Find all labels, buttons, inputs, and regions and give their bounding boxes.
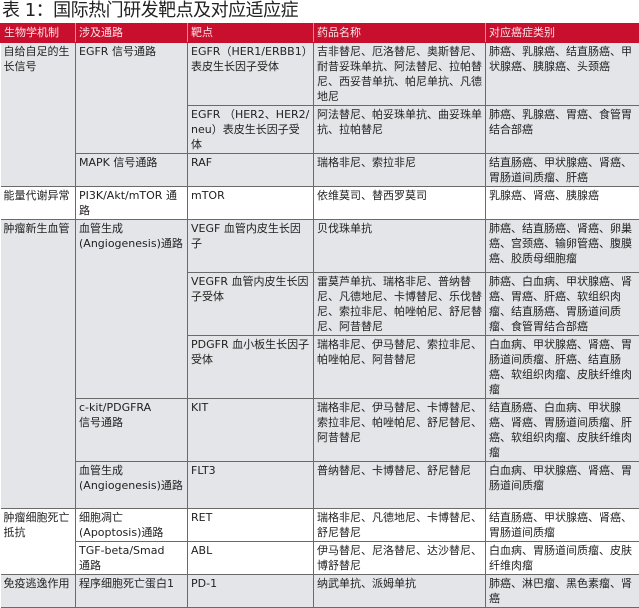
column-header-pathway: 涉及通路 bbox=[76, 24, 188, 43]
cell-drugs: 普纳替尼、卡博替尼、舒尼替尼 bbox=[314, 462, 486, 509]
cell-mechanism: 免疫逃逸作用 bbox=[1, 575, 76, 608]
cell-target: EGFR（HER1/ERBB1）表皮生长因子受体 bbox=[188, 43, 314, 106]
cell-cancers: 肺癌、淋巴瘤、黑色素瘤、肾癌 bbox=[486, 575, 639, 608]
cell-target: PD-1 bbox=[188, 575, 314, 608]
cell-target: FLT3 bbox=[188, 462, 314, 509]
cell-pathway: TGF-beta/Smad 通路 bbox=[76, 542, 188, 575]
column-header-mechanism: 生物学机制 bbox=[1, 24, 76, 43]
cell-drugs: 阿法替尼、帕妥珠单抗、曲妥珠单抗、拉帕替尼 bbox=[314, 106, 486, 154]
cell-target: ABL bbox=[188, 542, 314, 575]
cell-cancers: 结直肠癌、白血病、甲状腺癌、肾癌、胃肠道间质瘤、肝癌、软组织肉瘤、皮肤纤维肉瘤 bbox=[486, 399, 639, 462]
cell-target: EGFR （HER2、HER2/neu）表皮生长因子受体 bbox=[188, 106, 314, 154]
cell-cancers: 白血病、胃肠道间质瘤、皮肤纤维肉瘤 bbox=[486, 542, 639, 575]
cell-cancers: 乳腺癌、肾癌、胰腺癌 bbox=[486, 187, 639, 220]
cell-drugs: 瑞格非尼、凡德地尼、卡博替尼、舒尼替尼 bbox=[314, 509, 486, 542]
cell-cancers: 肺癌、白血病、甲状腺癌、肾癌、胃癌、肝癌、软组织肉瘤、结直肠癌、胃肠道间质瘤、食… bbox=[486, 273, 639, 336]
cell-target: mTOR bbox=[188, 187, 314, 220]
column-header-target: 靶点 bbox=[188, 24, 314, 43]
cell-mechanism: 能量代谢异常 bbox=[1, 187, 76, 220]
cell-target: PDGFR 血小板生长因子受体 bbox=[188, 336, 314, 399]
cell-cancers: 肺癌、乳腺癌、胃癌、食管胃结合部癌 bbox=[486, 106, 639, 154]
cell-cancers: 肺癌、结直肠癌、肾癌、卵巢癌、宫颈癌、输卵管癌、腹膜癌、胶质母细胞瘤 bbox=[486, 220, 639, 273]
cell-target: KIT bbox=[188, 399, 314, 462]
cell-pathway: 细胞凋亡 (Apoptosis)通路 bbox=[76, 509, 188, 542]
cell-pathway: MAPK 信号通路 bbox=[76, 154, 188, 187]
header-row: 生物学机制 涉及通路 靶点 药品名称 对应癌症类别 bbox=[1, 24, 639, 43]
cell-pathway: EGFR 信号通路 bbox=[76, 43, 188, 154]
cell-drugs: 纳武单抗、派姆单抗 bbox=[314, 575, 486, 608]
cell-mechanism: 肿瘤细胞死亡抵抗 bbox=[1, 509, 76, 575]
cell-cancers: 白血病、甲状腺癌、肾癌、胃肠道间质瘤 bbox=[486, 462, 639, 509]
cell-mechanism: 自给自足的生长信号 bbox=[1, 43, 76, 187]
cell-drugs: 雷莫芦单抗、瑞格非尼、普纳替尼、凡德地尼、卡博替尼、乐伐替尼、索拉非尼、帕唑帕尼… bbox=[314, 273, 486, 336]
cell-cancers: 结直肠癌、甲状腺癌、肾癌、胃肠道间质瘤、肝癌 bbox=[486, 154, 639, 187]
cell-target: RET bbox=[188, 509, 314, 542]
cell-target: VEGF 血管内皮生长因子 bbox=[188, 220, 314, 273]
cell-drugs: 贝伐珠单抗 bbox=[314, 220, 486, 273]
cell-pathway: c-kit/PDGFRA 信号通路 bbox=[76, 399, 188, 462]
cell-mechanism: 肿瘤新生血管 bbox=[1, 220, 76, 509]
cell-cancers: 白血病、甲状腺癌、肾癌、胃肠道间质瘤、肝癌、结直肠癌、软组织肉瘤、皮肤纤维肉瘤 bbox=[486, 336, 639, 399]
column-header-cancers: 对应癌症类别 bbox=[486, 24, 639, 43]
cell-drugs: 吉非替尼、厄洛替尼、奥斯替尼、耐昔妥珠单抗、阿法替尼、拉帕替尼、西妥昔单抗、帕尼… bbox=[314, 43, 486, 106]
table-title: 表 1：国际热门研发靶点及对应适应症 bbox=[0, 0, 639, 23]
cell-drugs: 瑞格非尼、索拉非尼 bbox=[314, 154, 486, 187]
cell-pathway: 血管生成 (Angiogenesis)通路 bbox=[76, 462, 188, 509]
cell-drugs: 依维莫司、替西罗莫司 bbox=[314, 187, 486, 220]
cell-pathway: 程序细胞死亡蛋白1 bbox=[76, 575, 188, 608]
cell-cancers: 肺癌、乳腺癌、结直肠癌、甲状腺癌、胰腺癌、头颈癌 bbox=[486, 43, 639, 106]
cell-drugs: 瑞格非尼、伊马替尼、索拉非尼、帕唑帕尼、阿昔替尼 bbox=[314, 336, 486, 399]
cell-drugs: 伊马替尼、尼洛替尼、达沙替尼、博舒替尼 bbox=[314, 542, 486, 575]
cell-pathway: PI3K/Akt/mTOR 通路 bbox=[76, 187, 188, 220]
cell-target: RAF bbox=[188, 154, 314, 187]
column-header-drugs: 药品名称 bbox=[314, 24, 486, 43]
cell-drugs: 瑞格非尼、伊马替尼、卡博替尼、索拉非尼、帕唑帕尼、舒尼替尼、阿昔替尼 bbox=[314, 399, 486, 462]
cell-cancers: 结直肠癌、甲状腺癌、肾癌、胃肠道间质瘤 bbox=[486, 509, 639, 542]
cell-pathway: 血管生成 (Angiogenesis)通路 bbox=[76, 220, 188, 399]
cell-target: VEGFR 血管内皮生长因子受体 bbox=[188, 273, 314, 336]
